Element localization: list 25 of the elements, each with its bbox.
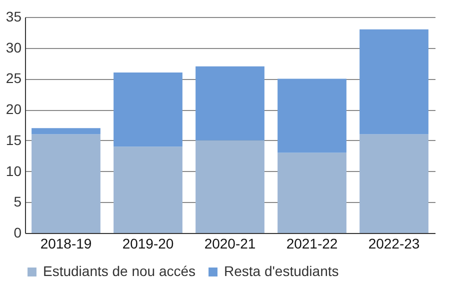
bar bbox=[360, 134, 428, 233]
bar bbox=[196, 66, 264, 140]
bar bbox=[360, 29, 428, 134]
y-tick-label: 15 bbox=[6, 132, 22, 148]
x-tick-label: 2019-20 bbox=[122, 236, 174, 252]
bar bbox=[278, 152, 346, 233]
bar bbox=[278, 78, 346, 153]
x-tick-label: 2018-19 bbox=[40, 236, 92, 252]
x-tick-label: 2021-22 bbox=[286, 236, 338, 252]
legend-label: Resta d'estudiants bbox=[224, 263, 339, 279]
bar bbox=[32, 128, 100, 134]
y-tick-label: 20 bbox=[6, 101, 22, 118]
y-tick-label: 0 bbox=[14, 224, 22, 240]
y-tick-label: 5 bbox=[14, 194, 22, 210]
x-tick-label: 2022-23 bbox=[368, 236, 420, 252]
bar bbox=[114, 146, 182, 233]
y-tick-label: 10 bbox=[6, 162, 22, 179]
y-tick-label: 35 bbox=[6, 8, 22, 24]
bar bbox=[114, 72, 182, 147]
bar bbox=[32, 134, 100, 233]
y-tick-label: 25 bbox=[6, 70, 22, 86]
legend-label: Estudiants de nou accés bbox=[43, 263, 196, 279]
x-tick-label: 2020-21 bbox=[204, 236, 256, 252]
y-tick-label: 30 bbox=[6, 39, 22, 56]
bar bbox=[196, 140, 264, 233]
